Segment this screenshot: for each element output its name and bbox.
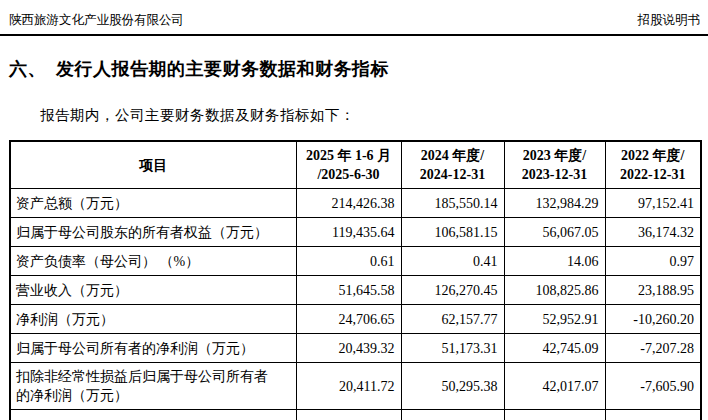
value-cell: 36,174.32: [605, 218, 701, 247]
header-cell-2023-line1: 2023 年度/: [507, 146, 603, 165]
table-row-clipped: [10, 410, 701, 420]
value-cell: 51,645.58: [296, 276, 401, 305]
value-cell: 0.61: [296, 247, 401, 276]
section-title: 六、发行人报告期的主要财务数据和财务指标: [9, 59, 708, 79]
header-divider: [0, 34, 708, 36]
page-header: 陕西旅游文化产业股份有限公司 招股说明书: [0, 0, 708, 28]
table-row: 资产负债率（母公司） （%） 0.61 0.41 14.06 0.97: [10, 247, 701, 276]
value-cell: -7,207.28: [605, 334, 701, 363]
section-number: 六、: [9, 59, 46, 79]
value-cell: 52,952.91: [504, 305, 605, 334]
value-cell: 20,411.72: [296, 363, 401, 410]
row-label-cell: 资产总额（万元）: [10, 189, 296, 218]
value-cell: 119,435.64: [296, 218, 401, 247]
company-name: 陕西旅游文化产业股份有限公司: [9, 13, 184, 28]
value-cell: 42,017.07: [504, 363, 605, 410]
value-cell: 106,581.15: [401, 218, 504, 247]
table-header-row: 项目 2025 年 1-6 月 /2025-6-30 2024 年度/ 2024…: [10, 141, 701, 189]
value-cell: [504, 410, 605, 420]
table-row: 归属于母公司所有者的净利润（万元） 20,439.32 51,173.31 42…: [10, 334, 701, 363]
value-cell: 185,550.14: [401, 189, 504, 218]
header-cell-2023-line2: 2023-12-31: [507, 165, 603, 184]
table-row: 扣除非经常性损益后归属于母公司所有者的净利润（万元） 20,411.72 50,…: [10, 363, 701, 410]
row-label-cell: 扣除非经常性损益后归属于母公司所有者的净利润（万元）: [10, 363, 296, 410]
header-cell-2022-line1: 2022 年度/: [608, 146, 699, 165]
value-cell: 20,439.32: [296, 334, 401, 363]
header-cell-2022: 2022 年度/ 2022-12-31: [605, 141, 701, 189]
value-cell: [296, 410, 401, 420]
table-row: 资产总额（万元） 214,426.38 185,550.14 132,984.2…: [10, 189, 701, 218]
row-label-cell: 资产负债率（母公司） （%）: [10, 247, 296, 276]
value-cell: 14.06: [504, 247, 605, 276]
row-label-cell: 归属于母公司所有者的净利润（万元）: [10, 334, 296, 363]
value-cell: 108,825.86: [504, 276, 605, 305]
header-cell-2025-line2: /2025-6-30: [299, 165, 399, 184]
section-title-text: 发行人报告期的主要财务数据和财务指标: [56, 59, 389, 79]
table-row: 净利润（万元） 24,706.65 62,157.77 52,952.91 -1…: [10, 305, 701, 334]
value-cell: -10,260.20: [605, 305, 701, 334]
header-cell-2025-line1: 2025 年 1-6 月: [299, 146, 399, 165]
value-cell: 56,067.05: [504, 218, 605, 247]
value-cell: 97,152.41: [605, 189, 701, 218]
row-label-cell: 净利润（万元）: [10, 305, 296, 334]
header-cell-2024-line1: 2024 年度/: [404, 146, 502, 165]
header-cell-2024-line2: 2024-12-31: [404, 165, 502, 184]
value-cell: 132,984.29: [504, 189, 605, 218]
value-cell: 50,295.38: [401, 363, 504, 410]
value-cell: 23,188.95: [605, 276, 701, 305]
header-cell-item: 项目: [10, 141, 296, 189]
header-cell-2023: 2023 年度/ 2023-12-31: [504, 141, 605, 189]
header-cell-item-text: 项目: [13, 156, 294, 175]
value-cell: [605, 410, 701, 420]
header-cell-2024: 2024 年度/ 2024-12-31: [401, 141, 504, 189]
row-label-cell: [10, 410, 296, 420]
financial-table: 项目 2025 年 1-6 月 /2025-6-30 2024 年度/ 2024…: [9, 140, 702, 420]
table-row: 归属于母公司股东的所有者权益（万元） 119,435.64 106,581.15…: [10, 218, 701, 247]
value-cell: 62,157.77: [401, 305, 504, 334]
header-cell-2025: 2025 年 1-6 月 /2025-6-30: [296, 141, 401, 189]
value-cell: 126,270.45: [401, 276, 504, 305]
value-cell: 0.97: [605, 247, 701, 276]
table-row: 营业收入（万元） 51,645.58 126,270.45 108,825.86…: [10, 276, 701, 305]
intro-paragraph: 报告期内，公司主要财务数据及财务指标如下：: [9, 107, 708, 123]
row-label-cell: 营业收入（万元）: [10, 276, 296, 305]
value-cell: [401, 410, 504, 420]
doc-type-label: 招股说明书: [638, 13, 701, 28]
value-cell: 0.41: [401, 247, 504, 276]
value-cell: 214,426.38: [296, 189, 401, 218]
value-cell: 42,745.09: [504, 334, 605, 363]
value-cell: 51,173.31: [401, 334, 504, 363]
value-cell: -7,605.90: [605, 363, 701, 410]
value-cell: 24,706.65: [296, 305, 401, 334]
prospectus-page: 陕西旅游文化产业股份有限公司 招股说明书 六、发行人报告期的主要财务数据和财务指…: [0, 0, 708, 420]
row-label-cell: 归属于母公司股东的所有者权益（万元）: [10, 218, 296, 247]
header-cell-2022-line2: 2022-12-31: [608, 165, 699, 184]
